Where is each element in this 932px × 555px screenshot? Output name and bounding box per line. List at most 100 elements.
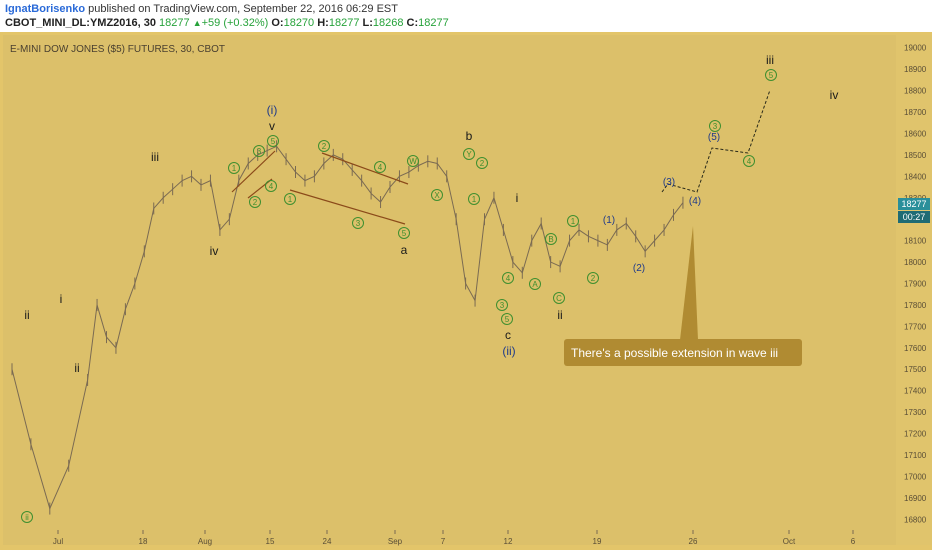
wave-label-a: a <box>401 243 408 257</box>
x-tick-label: 18 <box>139 537 148 546</box>
wave-circle-marker <box>267 135 279 147</box>
y-tick-label: 17600 <box>904 344 927 353</box>
y-tick-label: 17200 <box>904 430 927 439</box>
callout-box[interactable] <box>564 339 802 366</box>
trendline-2 <box>247 178 273 199</box>
x-tick-label: Sep <box>388 537 403 546</box>
chart-area[interactable]: E-MINI DOW JONES ($5) FUTURES, 30, CBOT … <box>0 32 932 550</box>
up-triangle-icon: ▲ <box>192 18 202 28</box>
wave-label-iv: iv <box>210 244 219 258</box>
wave-circle-label: 3 <box>356 219 361 228</box>
x-tick-label: 26 <box>689 537 698 546</box>
wave-circle-label: 1 <box>571 217 576 226</box>
wave-label-ii-low: ii <box>24 308 29 322</box>
wave-circle-label: 4 <box>747 157 752 166</box>
trendline-1 <box>231 150 276 193</box>
wave-circle-label: 3 <box>713 122 718 131</box>
low-value: 18268 <box>372 17 404 29</box>
wave-label-iv-right: iv <box>830 88 839 102</box>
wave-label-iii-top: iii <box>766 53 774 67</box>
callout-pointer <box>680 226 698 340</box>
x-tick-label: 12 <box>504 537 513 546</box>
x-axis: Jul 18 Aug 15 24 Sep 7 12 19 26 Oct 6 <box>53 530 856 546</box>
wave-circle-marker <box>318 140 330 152</box>
current-price-tag <box>898 198 930 210</box>
close-value: 18277 <box>418 17 449 29</box>
wave-circle-marker <box>765 69 777 81</box>
wave-circle-marker <box>709 120 721 132</box>
wave-label-p4: (4) <box>689 196 701 207</box>
wave-circle-marker <box>502 272 514 284</box>
wave-circle-marker <box>567 215 579 227</box>
wave-label-paren-i: (i) <box>267 103 278 117</box>
high-label: H: <box>317 17 329 29</box>
trendline-4 <box>289 189 406 225</box>
wave-circle-label: 3 <box>500 301 505 310</box>
wave-circle-label: 4 <box>269 182 274 191</box>
wave-circle-label: 4 <box>378 163 383 172</box>
y-tick-label: 18700 <box>904 108 927 117</box>
close-label: C: <box>406 17 419 29</box>
y-tick-label: 17500 <box>904 365 927 374</box>
open-label: O: <box>271 17 284 29</box>
wave-circle-marker <box>553 292 565 304</box>
wave-circle-label: 2 <box>480 159 485 168</box>
current-price-value: 18277 <box>901 199 926 209</box>
wave-circle-marker <box>407 155 419 167</box>
wave-circle-label: 5 <box>769 71 774 80</box>
wave-circle-label: C <box>556 294 562 303</box>
wave-circle-marker <box>352 217 364 229</box>
y-tick-label: 17400 <box>904 387 927 396</box>
wave-circle-label: 3 <box>257 147 262 156</box>
wave-label-iii: iii <box>151 150 159 164</box>
publish-header: IgnatBorisenko published on TradingView.… <box>0 0 932 32</box>
wave-circle-marker <box>743 155 755 167</box>
wave-circle-marker <box>463 148 475 160</box>
x-tick-label: 7 <box>441 537 446 546</box>
y-tick-label: 18500 <box>904 151 927 160</box>
wave-circle-label: 2 <box>253 198 258 207</box>
y-tick-label: 18000 <box>904 258 927 267</box>
price-chart[interactable]: E-MINI DOW JONES ($5) FUTURES, 30, CBOT … <box>0 32 932 550</box>
wave-label-b: b <box>466 129 473 143</box>
wave-circle-label: 1 <box>472 195 477 204</box>
y-tick-label: 18600 <box>904 129 927 138</box>
wave-circle-marker <box>374 161 386 173</box>
y-tick-label: 17700 <box>904 322 927 331</box>
wave-label-i-mid: i <box>516 191 519 205</box>
y-tick-label: 17000 <box>904 472 927 481</box>
wave-circle-marker <box>253 145 265 157</box>
plot-panel <box>3 35 896 545</box>
wave-circle-marker <box>21 511 33 523</box>
y-tick-label: 16800 <box>904 515 927 524</box>
price-line <box>11 145 684 511</box>
wave-circle-marker <box>398 227 410 239</box>
wave-circle-marker <box>501 313 513 325</box>
open-value: 18270 <box>283 17 315 29</box>
wave-label-v: v <box>269 119 275 133</box>
y-tick-label: 18100 <box>904 237 927 246</box>
x-tick-label: Aug <box>198 537 212 546</box>
wave-label-p1: (1) <box>603 215 615 226</box>
y-tick-label: 17100 <box>904 451 927 460</box>
wave-circle-marker <box>284 193 296 205</box>
price-axis-panel <box>896 35 932 545</box>
wave-label-i: i <box>60 292 63 306</box>
y-tick-label: 18800 <box>904 87 927 96</box>
publish-text: published on TradingView.com, September … <box>85 3 398 15</box>
wave-label-ii: ii <box>74 361 79 375</box>
x-tick-label: 15 <box>266 537 275 546</box>
wave-circle-label: 4 <box>506 274 511 283</box>
wave-label-p3: (3) <box>663 177 675 188</box>
price-change: +59 (+0.32%) <box>201 17 269 29</box>
wave-label-p2: (2) <box>633 263 645 274</box>
author-link[interactable]: IgnatBorisenko <box>5 3 86 15</box>
high-value: 18277 <box>328 17 360 29</box>
last-price: 18277 <box>159 17 190 29</box>
x-tick-label: 24 <box>323 537 332 546</box>
wave-circle-label: 5 <box>402 229 407 238</box>
wave-circle-label: B <box>548 235 553 244</box>
y-tick-label: 19000 <box>904 44 927 53</box>
wave-circle-label: A <box>532 280 538 289</box>
publish-info: IgnatBorisenko published on TradingView.… <box>5 3 398 15</box>
